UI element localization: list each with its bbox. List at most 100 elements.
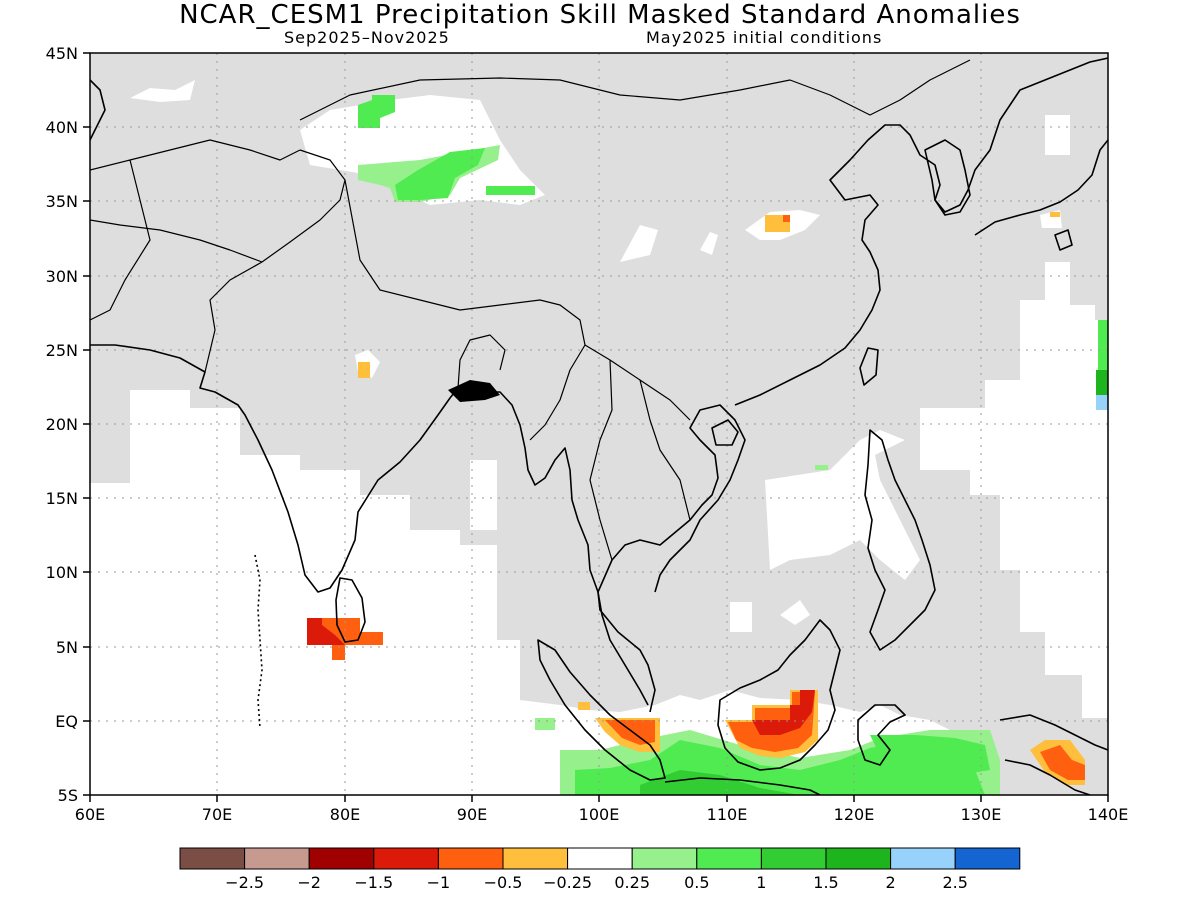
mask-hole-lowerwest [90,483,130,795]
patch-sulawesi-green [870,735,990,775]
patch-tarim-east [486,186,535,195]
border-bangladesh [457,334,506,389]
lat-tick-label: EQ [55,712,78,731]
coast-newguinea [999,714,1108,795]
patch-east-border-dark [1096,370,1108,395]
patch-sumatra-small [578,702,590,710]
grid-lines [90,53,1108,795]
mask-hole-scs [765,430,920,580]
lon-tick-labels: 60E 70E 80E 90E 100E 110E 120E 130E 140E [75,805,1129,824]
patch-japan-yellow [1050,212,1060,217]
colorbar-swatch [502,847,569,870]
mask-hole-borneo2 [780,600,810,625]
coast-maldives [254,554,263,729]
coast-malay [597,591,649,706]
lon-tick-label: 90E [457,805,487,824]
init-label: May2025 initial conditions [646,28,883,47]
patch-india-yellow [358,362,370,378]
colorbar-label: 0.25 [614,873,650,892]
coast-sumatra [537,639,666,781]
colorbar-swatch [308,847,375,870]
colorbar-swatch [760,847,827,870]
borders [90,59,971,561]
season-label: Sep2025–Nov2025 [284,28,450,47]
lat-tick-label: 30N [46,267,78,286]
patch-tarim-green [395,148,485,200]
lon-tick-label: 80E [330,805,360,824]
mask-hole-china2 [620,225,658,262]
colorbar-label: 2.5 [942,873,967,892]
patch-srilanka-red [307,618,345,645]
lon-tick-label: 120E [834,805,875,824]
lon-tick-label: 70E [202,805,232,824]
mask-hole-borneo [730,602,752,632]
coast-korea [924,139,971,216]
coast-sri-lanka [335,577,366,643]
patch-borneo-arc-red [752,690,815,735]
mask-hole-south-india [240,455,300,600]
border-iran-afg [90,219,263,263]
coast-japan [974,139,1108,251]
colorbar-label: 0.5 [684,873,709,892]
coast-indochina [597,404,746,593]
ganges-delta [448,380,500,402]
mask-hole-andaman [470,460,497,530]
colorbar-label: 1.5 [813,873,838,892]
patch-china-red [783,215,790,222]
border-se-asia [584,344,691,561]
axis-ticks [83,52,1109,802]
lat-tick-label: 5S [58,786,78,805]
lat-tick-labels: 45N 40N 35N 30N 25N 20N 15N 10N 5N EQ 5S [46,44,78,805]
patch-java-dark [640,770,800,795]
patch-east-border-blue [1096,395,1108,410]
patch-tarim-north [358,95,395,128]
lon-tick-label: 110E [707,805,748,824]
colorbar-label: 2 [886,873,896,892]
colorbar-swatch [825,847,892,870]
colorbar-label: −0.25 [543,873,592,892]
colorbar-label: 1 [756,873,766,892]
colorbar-label: −2.5 [225,873,264,892]
coast-caspian [90,79,106,141]
lat-tick-label: 10N [46,563,78,582]
colorbar-swatch [437,847,504,870]
lon-tick-label: 60E [75,805,105,824]
coast-philippines [864,429,936,651]
chart-title: NCAR_CESM1 Precipitation Skill Masked St… [179,0,1021,30]
coast-china [734,57,1108,406]
coastlines [90,57,1108,795]
lat-tick-label: 45N [46,44,78,63]
colorbar-swatch [696,847,762,870]
mask-hole-japan [1045,115,1070,155]
coast-bay-east [457,387,656,713]
colorbar-swatch [954,847,1021,870]
patch-eq-small [535,718,555,730]
colorbar-label: −1.5 [354,873,393,892]
colorbar-swatch [890,847,956,870]
colorbar-swatch [244,847,310,870]
colorbar-swatch [179,847,246,870]
border-central-asia [90,139,301,321]
mask-hole-china3 [700,232,718,255]
colorbar [179,847,1021,870]
coast-taiwan [859,347,879,386]
coast-borneo [717,619,841,771]
lon-tick-label: 130E [961,805,1002,824]
lon-tick-label: 140E [1088,805,1129,824]
colorbar-swatch [567,847,633,870]
lat-tick-label: 15N [46,489,78,508]
border-china-mongolia [299,59,971,121]
colorbar-labels: −2.5 −2 −1.5 −1 −0.5 −0.25 0.25 0.5 1 1.5 2 2.5 [225,873,968,892]
lat-tick-label: 20N [46,415,78,434]
lat-tick-label: 35N [46,192,78,211]
patch-newguinea-orange [1040,745,1085,780]
colorbar-swatch [631,847,698,870]
colorbar-label: −0.5 [484,873,523,892]
lat-tick-label: 40N [46,118,78,137]
colorbar-swatch [373,847,439,870]
lat-tick-label: 25N [46,341,78,360]
lat-tick-label: 5N [56,638,78,657]
patch-scs-small [815,465,828,470]
coast-sulawesi [857,704,906,766]
